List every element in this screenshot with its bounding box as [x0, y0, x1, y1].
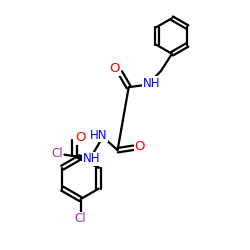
Text: O: O	[75, 131, 85, 144]
Text: O: O	[134, 140, 145, 153]
Text: NH: NH	[143, 77, 160, 90]
Text: Cl: Cl	[51, 147, 63, 160]
Text: O: O	[109, 62, 120, 75]
Text: Cl: Cl	[75, 212, 86, 226]
Text: NH: NH	[83, 152, 100, 165]
Text: HN: HN	[90, 129, 107, 142]
